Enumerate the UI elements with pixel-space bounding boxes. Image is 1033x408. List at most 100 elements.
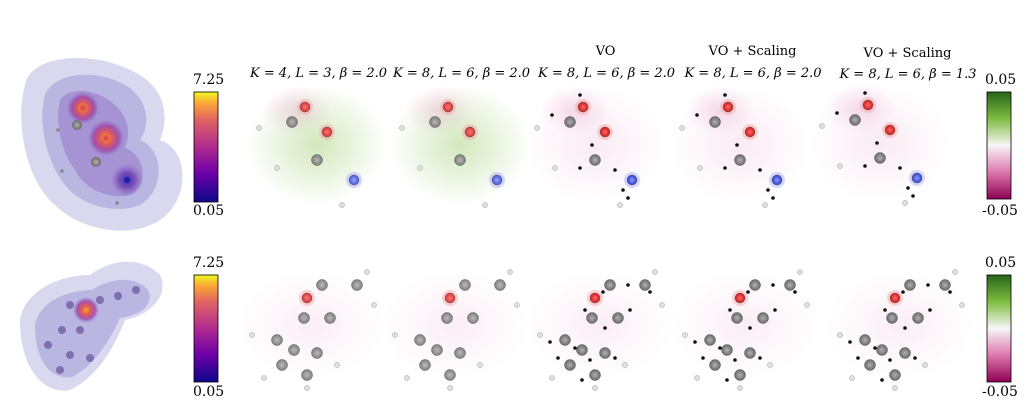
oxygen-atom [889, 292, 901, 304]
difference-haze [525, 270, 675, 380]
hydrogen-atom [697, 165, 703, 171]
carbon-atom [849, 114, 861, 126]
difference-colorbar-row1 [986, 91, 1012, 200]
hydrogen-atom [922, 362, 928, 368]
oxygen-atom [577, 101, 589, 113]
carbon-atom [271, 334, 283, 346]
virtual-node [626, 283, 630, 287]
hydrogen-atom [849, 375, 855, 381]
carbon-atom [564, 359, 576, 371]
carbon-atom [429, 116, 441, 128]
virtual-node [875, 141, 879, 145]
oxygen-atom [722, 101, 734, 113]
carbon-atom [586, 312, 598, 324]
hydrogen-atom [364, 269, 370, 275]
virtual-node [898, 166, 902, 170]
virtual-node [601, 290, 605, 294]
carbon-atom [298, 312, 310, 324]
hydrogen-atom [694, 375, 700, 381]
diff-cbar-row2-min: -0.05 [982, 384, 1018, 400]
carbon-atom [351, 279, 363, 291]
hydrogen-atom [482, 202, 488, 208]
virtual-node [835, 111, 839, 115]
column-4-params: K = 8, L = 6, β = 2.0 [684, 66, 822, 81]
diff-cbar-row1-max: 0.05 [985, 72, 1017, 88]
density-cbar-row2-max: 7.25 [193, 255, 225, 271]
hydrogen-atom [737, 385, 743, 391]
density-cbar-row2-min: 0.05 [193, 384, 225, 400]
virtual-node [695, 113, 699, 117]
carbon-atom [589, 369, 601, 381]
hydrogen-atom [392, 332, 398, 338]
hydrogen-atom [592, 385, 598, 391]
virtual-node [906, 186, 910, 190]
virtual-node [733, 358, 737, 362]
virtual-node [873, 346, 877, 350]
carbon-atom [734, 154, 746, 166]
hydrogen-atom [334, 362, 340, 368]
hydrogen-atom [404, 375, 410, 381]
column-3-params: K = 8, L = 6, β = 2.0 [538, 66, 676, 81]
virtual-node [901, 290, 905, 294]
virtual-node [793, 290, 797, 294]
carbon-atom [876, 344, 888, 356]
difference-haze [685, 85, 755, 135]
virtual-node [771, 196, 775, 200]
carbon-atom [744, 347, 756, 359]
carbon-atom [734, 369, 746, 381]
carbon-atom [899, 347, 911, 359]
virtual-node [725, 378, 729, 382]
difference-haze [670, 270, 820, 380]
nitrogen-atom [348, 174, 360, 186]
carbon-atom [912, 312, 924, 324]
virtual-node [863, 91, 867, 95]
virtual-node [766, 188, 770, 192]
carbon-atom [731, 312, 743, 324]
column-2-params: K = 8, L = 6, β = 2.0 [393, 66, 531, 81]
difference-haze [262, 85, 332, 135]
oxygen-atom [744, 126, 756, 138]
hydrogen-atom [797, 269, 803, 275]
column-1-params: K = 4, L = 3, β = 2.0 [250, 66, 388, 81]
nitrogen-atom [911, 172, 923, 184]
carbon-atom [721, 344, 733, 356]
hydrogen-atom [549, 375, 555, 381]
hydrogen-atom [537, 332, 543, 338]
hydrogen-atom [659, 302, 665, 308]
carbon-atom [288, 344, 300, 356]
virtual-node [578, 93, 582, 97]
oxygen-atom [589, 292, 601, 304]
carbon-atom [414, 334, 426, 346]
virtual-node [590, 143, 594, 147]
virtual-node [588, 358, 592, 362]
density-cbar-row1-min: 0.05 [193, 203, 225, 219]
virtual-node [723, 166, 727, 170]
hydrogen-atom [902, 200, 908, 206]
carbon-atom [559, 334, 571, 346]
carbon-atom [324, 312, 336, 324]
virtual-node [863, 164, 867, 168]
carbon-atom [864, 359, 876, 371]
carbon-atom [311, 154, 323, 166]
virtual-node [603, 326, 607, 330]
carbon-atom [467, 312, 479, 324]
hydrogen-atom [762, 202, 768, 208]
carbon-atom [604, 279, 616, 291]
oxygen-atom [599, 126, 611, 138]
virtual-node [580, 378, 584, 382]
carbon-atom [612, 312, 624, 324]
virtual-node [583, 308, 587, 312]
oxygen-atom [321, 126, 333, 138]
carbon-atom [704, 334, 716, 346]
oxygen-atom [464, 126, 476, 138]
virtual-node [948, 290, 952, 294]
hydrogen-atom [477, 362, 483, 368]
virtual-node [771, 283, 775, 287]
virtual-node [758, 356, 762, 360]
virtual-node [548, 340, 552, 344]
nitrogen-atom [626, 174, 638, 186]
carbon-atom [301, 369, 313, 381]
virtual-node [748, 326, 752, 330]
hydrogen-atom [682, 332, 688, 338]
virtual-node [773, 308, 777, 312]
